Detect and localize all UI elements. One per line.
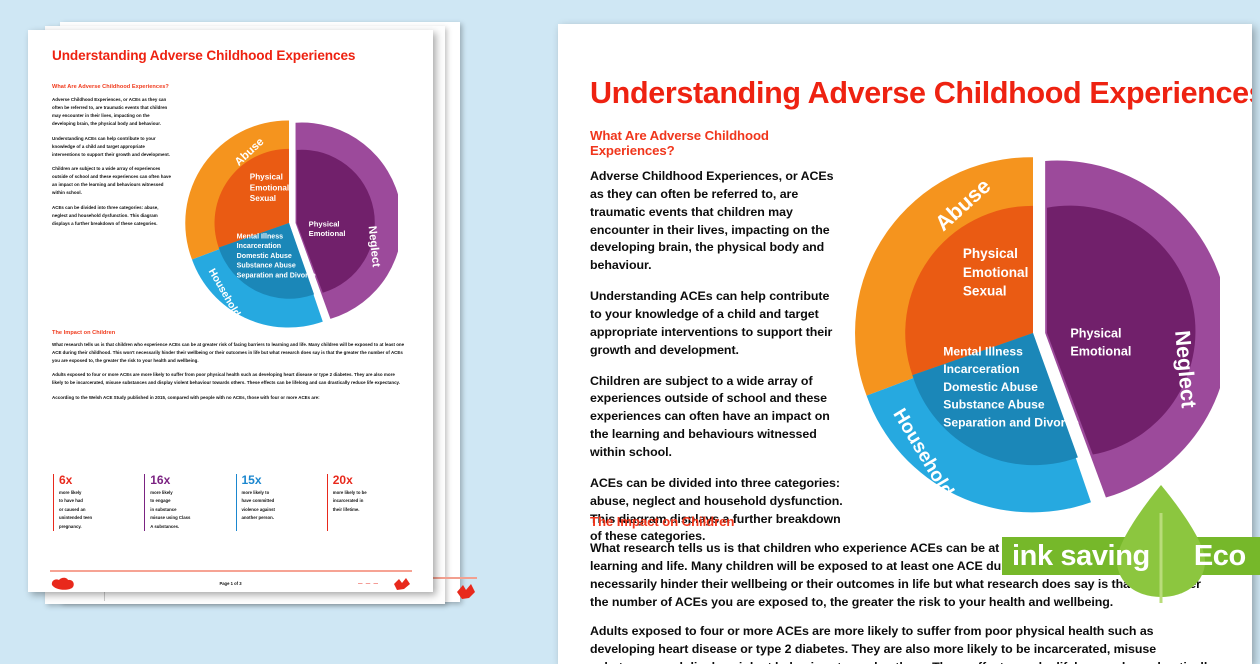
stat-caption: more likely to engage in substance misuse u…: [150, 490, 191, 529]
thumbnail-paragraph: ACEs can be divided into three categorie…: [52, 205, 159, 226]
thumbnail-hh-item: Incarceration: [237, 242, 281, 250]
household-item: Incarceration: [943, 362, 1019, 376]
document-thumbnail-page-1[interactable]: Understanding Adverse Childhood Experien…: [28, 30, 433, 592]
footer-right-logo-group: — — —: [358, 577, 412, 591]
neglect-item: Physical: [1070, 327, 1121, 341]
thumbnail-hh-item: Separation and Divorce: [237, 272, 316, 280]
thumbnail-hh-item: Domestic Abuse: [237, 252, 292, 260]
thumbnail-abuse-item: Physical: [250, 172, 283, 181]
ink-saving-eco-badge: ink saving Eco: [1002, 485, 1260, 603]
thumbnail-neglect-item: Emotional: [309, 229, 346, 238]
twinkl-footer-logo-icon: [51, 577, 74, 590]
thumbnail-impact-paragraph: What research tells us is that children …: [52, 342, 405, 363]
thumbnail-impact-paragraph: According to the Welsh ACE Study publish…: [52, 394, 320, 400]
thumbnail-neglect-item: Physical: [309, 219, 340, 228]
stat-multiplier: 16x: [150, 473, 171, 487]
page-title: Understanding Adverse Childhood Experien…: [590, 76, 1252, 110]
stat-multiplier: 20x: [332, 473, 353, 487]
footer-brand-icon: [394, 578, 410, 590]
thumbnail-abuse-item: Sexual: [250, 194, 276, 203]
aces-wheel-diagram-thumbnail: Abuse Neglect Household Dysfunction Phys…: [180, 114, 398, 332]
thumbnail-title: Understanding Adverse Childhood Experien…: [52, 48, 356, 63]
thumbnail-paragraph: Children are subject to a wide array of …: [52, 166, 171, 196]
household-inner: [912, 333, 1078, 466]
abuse-item: Emotional: [963, 265, 1028, 280]
neglect-inner: [1047, 205, 1196, 455]
section-heading-what-are-aces: What Are Adverse Childhood Experiences?: [590, 128, 769, 158]
stat-multiplier: 6x: [59, 473, 73, 487]
abuse-item: Sexual: [963, 284, 1007, 299]
thumbnail-lower-section: The Impact on Children What research tel…: [52, 330, 407, 409]
eco-text-ink-saving: ink saving: [1012, 539, 1150, 572]
stat-card: 20x more likely to be incarcerated in thei…: [326, 473, 409, 531]
footer-dashes: — — —: [358, 581, 380, 586]
thumbnail-wheel-label-neglect: Neglect: [366, 225, 382, 268]
abuse-inner: [905, 205, 1033, 376]
footer-rule: [50, 570, 412, 572]
household-item: Domestic Abuse: [943, 380, 1038, 394]
neglect-item: Emotional: [1070, 344, 1131, 358]
body-paragraph: Children are subject to a wide array of …: [590, 373, 830, 460]
stat-caption: more likely to be incarcerated in their li…: [332, 490, 367, 512]
thumbnail-abuse-item: Emotional: [250, 183, 289, 192]
leaf-icon: [1117, 485, 1205, 603]
household-item: Mental Illness: [943, 344, 1023, 358]
main-text-column: What Are Adverse Childhood Experiences? …: [590, 128, 843, 559]
body-paragraph: Understanding ACEs can help contribute t…: [590, 289, 833, 357]
eco-badge-text: ink saving Eco: [1010, 537, 1260, 575]
section-heading-impact: The Impact on Children: [590, 514, 735, 529]
body-paragraph: ACEs can be divided into three categorie…: [590, 475, 843, 544]
abuse-item: Physical: [963, 246, 1018, 261]
stat-caption: more likely to have had or caused an uninte…: [59, 490, 93, 529]
thumbnail-hh-item: Mental Illness: [237, 232, 283, 240]
stat-card: 6x more likely to have had or caused an uni…: [53, 474, 135, 531]
stat-card: 15x more likely to have committed violence…: [235, 473, 318, 531]
statistics-strip: 6x more likely to have had or caused an uni…: [53, 474, 409, 531]
stat-multiplier: 15x: [241, 473, 262, 487]
wheel-segments: [855, 157, 1220, 513]
twinkl-logo-icon: [457, 584, 475, 599]
thumbnail-impact-paragraph: Adults exposed to four or more ACEs are …: [52, 372, 400, 386]
body-paragraph: Adverse Childhood Experiences, or ACEs a…: [590, 169, 834, 273]
page-number-label: Page 1 of 3: [219, 581, 242, 586]
thumbnail-paragraph: Adverse Childhood Experiences, or ACEs a…: [52, 97, 168, 126]
aces-wheel-diagram: Abuse Neglect Household Dysfunction Phys…: [846, 146, 1220, 520]
thumbnail-heading-2: The Impact on Children: [52, 330, 116, 336]
thumbnail-hh-item: Substance Abuse: [237, 262, 296, 270]
thumbnail-left-column: What Are Adverse Childhood Experiences? …: [52, 84, 172, 235]
stat-card: 16x more likely to engage in substance misu…: [144, 474, 226, 531]
thumbnail-paragraph: Understanding ACEs can help contribute t…: [52, 135, 170, 157]
household-item: Separation and Divorce: [943, 416, 1079, 430]
eco-text-eco: Eco: [1193, 539, 1246, 572]
thumbnail-heading-1: What Are Adverse Childhood Experiences?: [52, 84, 169, 90]
household-item: Substance Abuse: [943, 398, 1045, 412]
stat-caption: more likely to have committed violence aga…: [241, 490, 275, 521]
